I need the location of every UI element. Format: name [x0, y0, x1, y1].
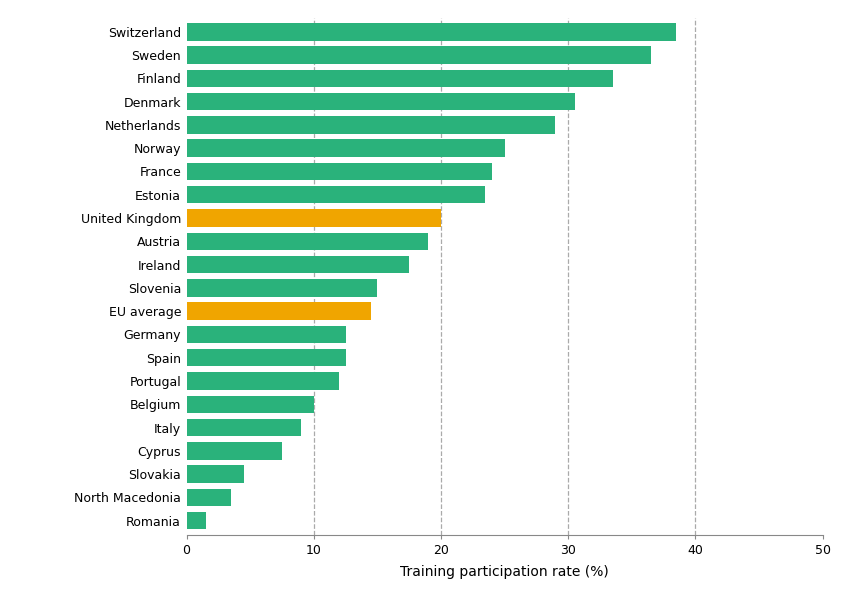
Bar — [187, 186, 485, 204]
Bar — [187, 93, 575, 110]
Bar — [187, 23, 677, 40]
Bar — [187, 69, 612, 87]
Bar — [187, 256, 409, 273]
Bar — [187, 396, 314, 413]
Bar — [187, 326, 346, 343]
Bar — [187, 279, 377, 296]
Bar — [187, 349, 346, 366]
Bar — [187, 46, 651, 64]
Bar — [187, 512, 206, 529]
Bar — [187, 419, 301, 436]
Bar — [187, 489, 231, 506]
Bar — [187, 302, 371, 320]
Bar — [187, 442, 282, 460]
Bar — [187, 465, 244, 483]
Bar — [187, 140, 505, 157]
Bar — [187, 209, 441, 227]
Bar — [187, 116, 555, 134]
Bar — [187, 163, 492, 180]
Bar — [187, 233, 428, 250]
X-axis label: Training participation rate (%): Training participation rate (%) — [400, 565, 609, 579]
Bar — [187, 372, 339, 390]
